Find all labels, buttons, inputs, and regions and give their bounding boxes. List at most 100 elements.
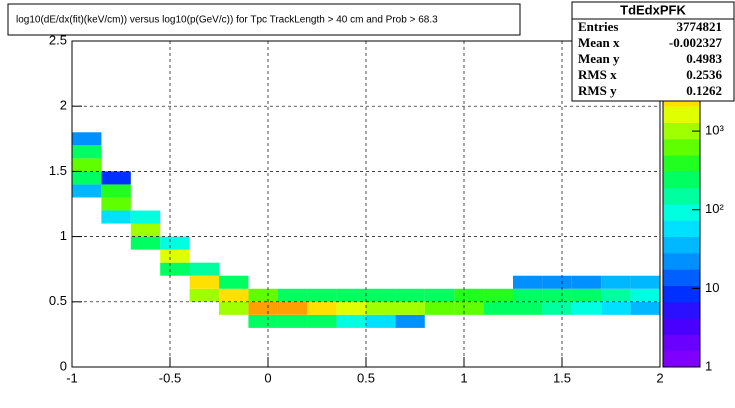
stats-label: Mean y [578, 51, 620, 66]
colorbar-band [663, 301, 700, 319]
heat-cell [395, 288, 425, 302]
heat-cell [542, 275, 572, 289]
heat-cell [601, 288, 631, 302]
colorbar-band [663, 285, 700, 303]
colorbar-band [663, 106, 700, 123]
heat-cell [454, 288, 484, 302]
heat-cell [248, 314, 278, 328]
x-tick-label: -1 [66, 370, 78, 385]
title-box [7, 3, 521, 36]
y-tick-label: 1 [60, 228, 67, 243]
stats-label: RMS y [578, 83, 617, 98]
colorbar-band [663, 187, 700, 205]
colorbar-band [663, 138, 700, 156]
heat-cell [189, 288, 219, 302]
colorbar-band [663, 269, 700, 286]
heat-cell [277, 288, 308, 302]
heat-cell [101, 171, 131, 185]
heat-cell [307, 314, 337, 328]
heat-cell [72, 171, 102, 185]
heat-cell [366, 301, 396, 315]
heat-cell [513, 288, 543, 302]
colorbar-band [663, 204, 700, 221]
colorbar-band [663, 122, 700, 140]
heat-cell [307, 301, 337, 315]
x-tick-label: 0 [264, 370, 271, 385]
x-tick-label: 1.5 [553, 370, 571, 385]
heat-cell [72, 158, 102, 172]
colorbar-band [663, 155, 700, 172]
z-tick-label: 10³ [705, 123, 724, 138]
heat-cell [101, 197, 131, 211]
x-tick-label: -0.5 [159, 370, 181, 385]
heat-cell [277, 314, 308, 328]
colorbar-band [663, 252, 700, 270]
colorbar-band [663, 236, 700, 254]
colorbar-band [663, 220, 700, 238]
z-tick-label: 1 [705, 358, 712, 373]
heat-cell [336, 314, 366, 328]
heat-cell [630, 275, 660, 289]
y-tick-label: 2.5 [49, 32, 67, 47]
heat-cell [160, 249, 190, 263]
heat-cell [72, 145, 102, 159]
heat-cell [571, 288, 602, 302]
plot-frame [71, 40, 661, 368]
heat-cell [424, 288, 455, 302]
heat-cell [336, 301, 366, 315]
heat-cell [101, 210, 131, 224]
heat-cell [366, 314, 396, 328]
heat-cell [130, 223, 161, 237]
heat-cell [72, 184, 102, 198]
stats-label: Entries [578, 19, 618, 34]
heat-cell [219, 288, 249, 302]
stats-value: 0.4983 [686, 51, 722, 66]
x-tick-label: 1 [460, 370, 467, 385]
heat-cell [130, 210, 161, 224]
heat-cell [219, 301, 249, 315]
stats-value: 3774821 [677, 19, 723, 34]
heat-cell [277, 301, 308, 315]
colorbar-band [663, 318, 700, 335]
stats-label: Mean x [578, 35, 620, 50]
z-tick-label: 10 [705, 280, 719, 295]
z-tick-label: 10² [705, 201, 724, 216]
heat-cell [72, 132, 102, 146]
stats-name: TdEdxPFK [620, 2, 686, 17]
heat-cell [601, 275, 631, 289]
stats-value: -0.002327 [669, 35, 723, 50]
y-tick-label: 2 [60, 98, 67, 113]
stats-label: RMS x [578, 67, 617, 82]
heat-cell [160, 262, 190, 276]
heat-cell [571, 275, 602, 289]
heat-cell [542, 301, 572, 315]
heat-cell [160, 236, 190, 250]
heat-cell [483, 288, 513, 302]
y-tick-label: 0 [60, 358, 67, 373]
heat-cell [248, 288, 278, 302]
heat-cell [101, 184, 131, 198]
colorbar-band [663, 334, 700, 352]
heat-cell [336, 288, 366, 302]
heat-cell [307, 288, 337, 302]
stats-value: 0.1262 [686, 83, 722, 98]
chart-title: log10(dE/dx(fit)(keV/cm)) versus log10(p… [16, 15, 438, 26]
heat-cell [454, 301, 484, 315]
heat-cell [219, 275, 249, 289]
y-tick-label: 0.5 [49, 293, 67, 308]
heat-cell [542, 288, 572, 302]
heat-cell [513, 301, 543, 315]
heat-cell [513, 275, 543, 289]
heat-cell [189, 262, 219, 276]
heat-cell [395, 314, 425, 328]
heat-cell [630, 301, 660, 315]
stats-value: 0.2536 [686, 67, 722, 82]
heat-cell [248, 301, 278, 315]
heat-cell [189, 275, 219, 289]
colorbar-band [663, 350, 700, 368]
heat-cell [601, 301, 631, 315]
heat-cell [395, 301, 425, 315]
heat-cell [424, 301, 455, 315]
heat-cell [483, 301, 513, 315]
